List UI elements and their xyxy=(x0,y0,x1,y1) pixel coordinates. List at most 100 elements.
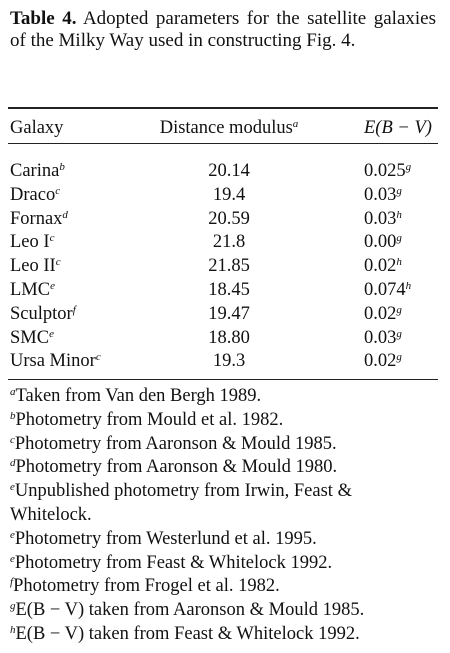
ebv-cell: 0.02g xyxy=(316,303,438,327)
footnote: bPhotometry from Mould et al. 1982. xyxy=(10,409,434,433)
note-mark: c xyxy=(95,351,101,364)
ebv-cell: 0.02g xyxy=(316,350,438,374)
footnote-text: Photometry from Westerlund et al. 1995. xyxy=(14,528,317,549)
header-rule xyxy=(8,143,438,144)
footnote: ePhotometry from Westerlund et al. 1995. xyxy=(10,528,434,552)
ebv-value: 0.025 xyxy=(364,161,406,181)
ebv-cell: 0.02h xyxy=(316,255,438,279)
ebv-value: 0.03 xyxy=(364,184,397,205)
ebv-value: 0.03 xyxy=(364,327,397,348)
galaxy-name: Sculptor xyxy=(10,303,73,324)
distance-cell: 20.59 xyxy=(208,208,250,229)
footnote-mark: e xyxy=(10,528,15,541)
galaxy-name: Fornax xyxy=(10,208,63,229)
note-mark: d xyxy=(62,208,68,221)
footnote-mark: a xyxy=(10,386,16,398)
ebv-value: 0.074 xyxy=(364,279,406,300)
ebv-cell: 0.025g xyxy=(316,150,438,184)
caption-text: Adopted parameters for the satellite gal… xyxy=(10,8,436,51)
distance-cell: 19.47 xyxy=(208,303,250,324)
footnote: hE(B − V) taken from Feast & Whitelock 1… xyxy=(10,623,434,647)
galaxy-name: Draco xyxy=(10,184,56,205)
footnotes: aTaken from Van den Bergh 1989. bPhotomet… xyxy=(10,385,434,647)
note-mark: c xyxy=(55,256,61,269)
table-row: Leo Ic 21.8 0.00g xyxy=(8,231,438,255)
footnote: fPhotometry from Frogel et al. 1982. xyxy=(10,575,434,599)
galaxy-name: Carina xyxy=(10,161,60,181)
ebv-cell: 0.03g xyxy=(316,327,438,351)
table-row: Leo IIc 21.85 0.02h xyxy=(8,255,438,279)
ebv-value: 0.02 xyxy=(364,351,397,372)
ebv-cell: 0.00g xyxy=(316,231,438,255)
table-row: Sculptorf 19.47 0.02g xyxy=(8,303,438,327)
galaxy-name: Ursa Minor xyxy=(10,351,96,372)
note-mark: g xyxy=(396,303,402,316)
bottom-rule xyxy=(8,379,438,380)
caption-label: Table 4. xyxy=(10,8,77,29)
note-mark: e xyxy=(49,327,54,340)
ebv-value: 0.00 xyxy=(364,232,397,253)
note-mark: c xyxy=(49,232,55,245)
galaxy-name: Leo I xyxy=(10,232,50,253)
distance-cell: 21.85 xyxy=(208,256,250,277)
galaxy-cell: Fornaxd xyxy=(8,208,142,232)
footnote-mark: h xyxy=(10,623,16,636)
galaxy-name: LMC xyxy=(10,279,51,300)
galaxy-name: SMC xyxy=(10,327,50,348)
caption: Table 4. Adopted parameters for the sate… xyxy=(10,8,436,52)
footnote-text: Photometry from Aaronson & Mould 1985. xyxy=(14,433,337,454)
footnote-text: E(B − V) taken from Aaronson & Mould 198… xyxy=(15,600,365,621)
table-row: Ursa Minorc 19.3 0.02g xyxy=(8,350,438,374)
note-mark: h xyxy=(396,256,402,269)
galaxy-cell: Ursa Minorc xyxy=(8,350,142,374)
header-cell: Galaxy xyxy=(8,114,142,150)
header-text: Galaxy xyxy=(10,118,64,139)
note-mark: g xyxy=(396,232,402,245)
table-row: Carinab 20.14 0.025g xyxy=(8,150,438,184)
header-cell: Distance modulusa xyxy=(142,114,316,150)
footnote-text: Photometry from Feast & Whitelock 1992. xyxy=(14,552,333,573)
footnote-mark: f xyxy=(10,576,14,589)
ebv-value: 0.02 xyxy=(364,256,397,277)
note-mark: h xyxy=(405,279,412,292)
ebv-cell: 0.074h xyxy=(316,279,438,303)
footnote-mark: e xyxy=(10,552,15,565)
footnote-mark: d xyxy=(10,457,16,470)
ebv-value: 0.03 xyxy=(364,208,397,229)
galaxy-name: Leo II xyxy=(10,256,56,277)
header-text: Distance modulus xyxy=(159,118,293,139)
galaxy-cell: SMCe xyxy=(8,327,142,351)
ebv-cell: 0.03g xyxy=(316,184,438,208)
footnote-text: E(B − V) taken from Feast & Whitelock 19… xyxy=(15,623,360,644)
ebv-value: 0.02 xyxy=(364,303,397,324)
footnote: ePhotometry from Feast & Whitelock 1992. xyxy=(10,552,434,576)
footnote-text: Photometry from Aaronson & Mould 1980. xyxy=(15,457,338,478)
footnote: eUnpublished photometry from Irwin, Feas… xyxy=(10,480,434,528)
footnote-mark: g xyxy=(10,600,16,613)
footnote: cPhotometry from Aaronson & Mould 1985. xyxy=(10,433,434,457)
note-mark: f xyxy=(72,303,76,316)
note-mark: h xyxy=(396,208,402,221)
note-mark: c xyxy=(55,184,61,197)
table-row: SMCe 18.80 0.03g xyxy=(8,327,438,351)
note-mark: g xyxy=(405,161,412,173)
footnote-mark: c xyxy=(10,433,15,446)
header-text: E(B − V) xyxy=(364,118,432,139)
footnote-mark: e xyxy=(10,481,15,494)
table-row: LMCe 18.45 0.074h xyxy=(8,279,438,303)
footnote-text: Taken from Van den Bergh 1989. xyxy=(15,386,262,406)
footnote-text: Photometry from Frogel et al. 1982. xyxy=(13,576,280,597)
note-mark: g xyxy=(396,351,402,364)
distance-cell: 19.3 xyxy=(212,351,246,372)
distance-cell: 20.14 xyxy=(208,161,250,181)
note-mark: g xyxy=(396,327,402,340)
footnote-text: Photometry from Mould et al. 1982. xyxy=(15,409,284,430)
distance-cell: 21.8 xyxy=(212,232,246,253)
table: Galaxy Distance modulusa E(B − V) Carina… xyxy=(8,114,438,374)
footnote: dPhotometry from Aaronson & Mould 1980. xyxy=(10,456,434,480)
galaxy-cell: Sculptorf xyxy=(8,303,142,327)
galaxy-cell: Leo Ic xyxy=(8,231,142,255)
footnote: aTaken from Van den Bergh 1989. xyxy=(10,385,434,409)
galaxy-cell: Dracoc xyxy=(8,184,142,208)
